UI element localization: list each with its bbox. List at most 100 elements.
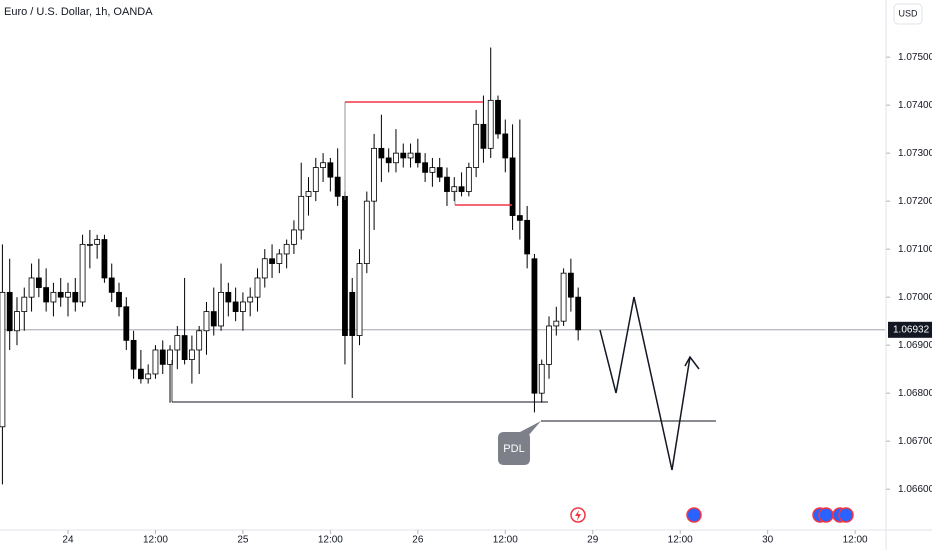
y-tick-label: 1.07300 <box>898 148 932 159</box>
pdl-callout <box>498 421 541 465</box>
candle-body <box>0 291 6 428</box>
candle-body <box>465 167 472 192</box>
x-tick-label: 12:00 <box>668 535 693 546</box>
candle-body <box>269 258 275 264</box>
x-tick-label: 26 <box>412 535 424 546</box>
candle-body <box>116 291 122 308</box>
candle-body <box>14 311 20 332</box>
candle-body <box>458 186 465 192</box>
event-icons <box>570 507 854 523</box>
candle-body <box>86 243 93 246</box>
last-price-box <box>888 321 932 338</box>
chart-title: Euro / U.S. Dollar, 1h, OANDA <box>4 6 153 18</box>
candle-body <box>123 306 130 341</box>
candle-body <box>203 311 210 332</box>
candle-body <box>210 311 217 327</box>
candle-body <box>145 373 152 380</box>
candle-body <box>57 291 64 298</box>
candle-body <box>72 291 79 303</box>
drawings: PDL <box>171 101 716 471</box>
candle-body <box>232 301 239 312</box>
y-tick-label: 1.06900 <box>898 340 932 351</box>
candle-body <box>291 229 297 245</box>
candle-body <box>487 99 494 149</box>
currency-label: USD <box>898 8 918 18</box>
event-icon[interactable] <box>818 507 834 523</box>
candle-body <box>218 291 224 327</box>
candle-body <box>196 330 203 351</box>
candle-body <box>560 272 567 322</box>
candle-body <box>79 243 86 303</box>
y-tick-label: 1.07100 <box>898 244 932 255</box>
candle-body <box>349 291 356 336</box>
currency-button[interactable] <box>893 3 923 25</box>
candle-body <box>283 243 290 255</box>
candle-body <box>276 253 283 264</box>
y-tick-label: 1.06700 <box>898 436 932 447</box>
candle-body <box>108 277 115 293</box>
candle-body <box>393 152 399 164</box>
candle-body <box>174 335 181 351</box>
candle-body <box>101 239 108 279</box>
candle-body <box>305 191 312 197</box>
candle-body <box>188 349 195 360</box>
candle-body <box>240 301 246 312</box>
candle-body <box>21 296 28 312</box>
projection-path <box>599 296 691 471</box>
candle-body <box>385 157 392 164</box>
candle-body <box>575 296 582 331</box>
candle-body <box>43 287 50 303</box>
y-tick-label: 1.07200 <box>898 196 932 207</box>
x-tick-label: 12:00 <box>318 535 343 546</box>
candle-body <box>407 152 414 159</box>
candle-body <box>422 162 429 173</box>
x-tick-label: 29 <box>587 535 599 546</box>
x-tick-label: 24 <box>62 535 74 546</box>
candle-body <box>334 176 341 197</box>
candle-body <box>181 335 188 360</box>
candle-body <box>298 195 305 231</box>
candle-body <box>28 277 35 298</box>
pdl-label: PDL <box>503 443 524 455</box>
candle-body <box>378 147 385 159</box>
candle-body <box>371 147 378 202</box>
candle-body <box>524 219 531 255</box>
last-price-label: 1.06932 <box>893 324 930 335</box>
candle-body <box>553 320 560 327</box>
candle-body <box>516 215 523 221</box>
y-tick-label: 1.06800 <box>898 388 932 399</box>
event-icon[interactable] <box>686 507 702 523</box>
candle-body <box>363 200 370 264</box>
lightning <box>575 510 581 521</box>
candle-body <box>356 263 363 336</box>
candle-body <box>225 291 232 303</box>
candle-body <box>320 162 326 168</box>
arrow-head <box>684 355 700 370</box>
candle-body <box>538 363 545 394</box>
candle-body <box>567 272 574 298</box>
x-tick-label: 12:00 <box>143 535 168 546</box>
candle-body <box>137 368 144 380</box>
candle-body <box>167 349 173 365</box>
candle-body <box>254 277 261 298</box>
candle-body <box>327 162 334 178</box>
candle-body <box>247 296 254 303</box>
y-tick-label: 1.07500 <box>898 52 932 63</box>
x-tick-label: 12:00 <box>843 535 868 546</box>
candle-body <box>451 186 458 192</box>
candle-body <box>94 239 101 245</box>
candle-body <box>414 152 421 164</box>
candle-body <box>436 167 443 178</box>
candle-body <box>444 176 450 192</box>
candle-body <box>35 277 42 288</box>
candle-body <box>65 291 71 298</box>
candle-body <box>509 157 516 216</box>
x-tick-label: 12:00 <box>493 535 518 546</box>
candle-body <box>546 325 552 365</box>
candle-body <box>130 339 137 370</box>
candle-body <box>342 195 348 336</box>
event-icon[interactable] <box>838 507 854 523</box>
candle-body <box>312 167 319 192</box>
